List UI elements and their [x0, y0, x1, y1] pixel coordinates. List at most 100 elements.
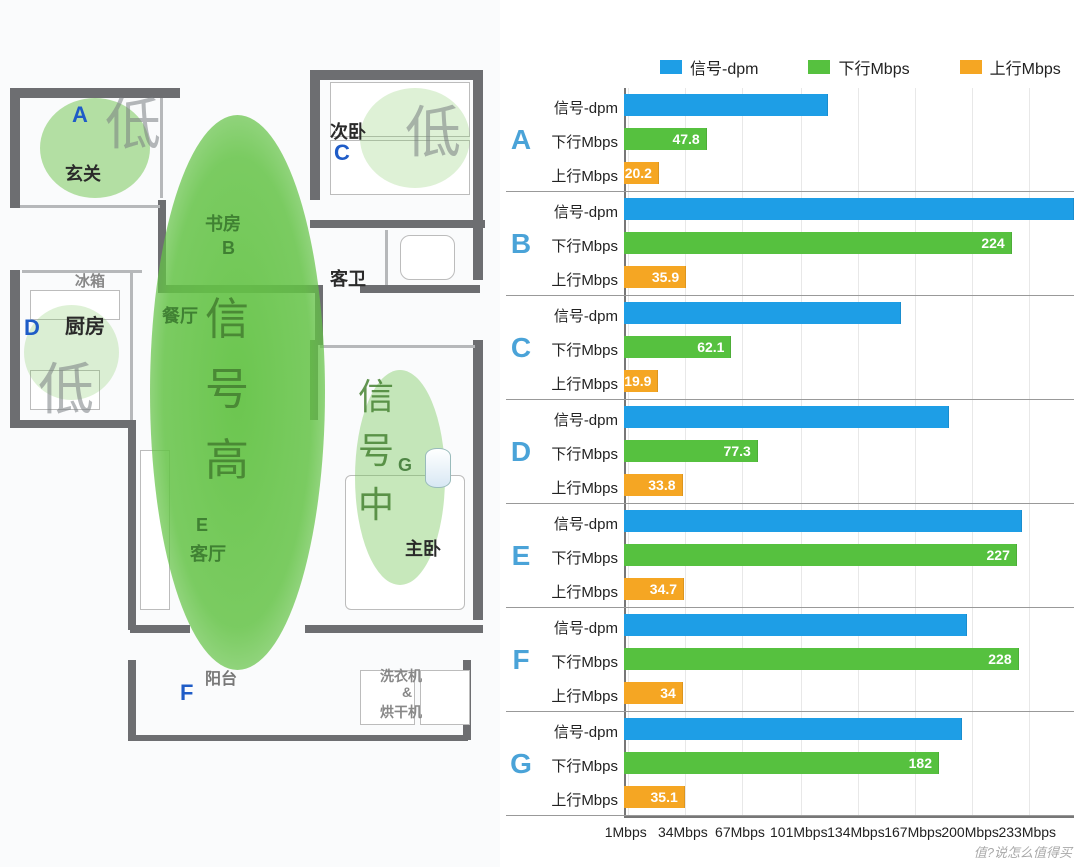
label-zhuwo: 主卧 [405, 535, 441, 561]
legend-label-up: 上行Mbps [990, 55, 1061, 79]
bar-up: 34 [624, 682, 683, 704]
chart-group: D信号-dpm下行Mbps77.3上行Mbps33.8 [506, 400, 1074, 504]
label-cw: 次卧 [330, 118, 366, 144]
row-label: 下行Mbps [536, 228, 624, 262]
row-label: 信号-dpm [536, 402, 624, 436]
legend-label-down: 下行Mbps [838, 55, 909, 79]
watermark: 值?说怎么值得买 [974, 842, 1072, 861]
floorplan-panel: 低 低 低 信 号 高 信 号 中 A B C D E F G 玄 [0, 0, 500, 867]
x-tick-label: 200Mbps [941, 824, 999, 840]
x-tick-label: 167Mbps [884, 824, 942, 840]
bar-signal [624, 718, 962, 740]
row-label: 信号-dpm [536, 90, 624, 124]
group-letter: F [506, 608, 536, 711]
point-e: E [196, 515, 208, 536]
chart-group: G信号-dpm下行Mbps182上行Mbps35.1 [506, 712, 1074, 816]
row-label: 信号-dpm [536, 610, 624, 644]
bar-up: 35.1 [624, 786, 685, 808]
overlay-low-c: 低 [405, 88, 461, 169]
legend-swatch-up [960, 60, 982, 74]
row-label: 下行Mbps [536, 124, 624, 158]
bar-chart: 1Mbps34Mbps67Mbps101Mbps134Mbps167Mbps20… [506, 88, 1074, 848]
x-tick-label: 67Mbps [715, 824, 765, 840]
label-xyj: 洗衣机 [380, 666, 422, 686]
group-letter: A [506, 88, 536, 191]
bar-down: 47.8 [624, 128, 707, 150]
row-label: 上行Mbps [536, 366, 624, 400]
group-letter: G [506, 712, 536, 815]
chart-group: E信号-dpm下行Mbps227上行Mbps34.7 [506, 504, 1074, 608]
x-tick-label: 134Mbps [827, 824, 885, 840]
row-label: 下行Mbps [536, 644, 624, 678]
bar-down: 224 [624, 232, 1012, 254]
row-label: 下行Mbps [536, 748, 624, 782]
x-tick-label: 1Mbps [605, 824, 647, 840]
row-label: 信号-dpm [536, 506, 624, 540]
overlay-sig-mid: 信 号 中 [358, 370, 394, 532]
row-label: 上行Mbps [536, 262, 624, 296]
label-keting: 客厅 [190, 540, 226, 566]
group-letter: B [506, 192, 536, 295]
bar-signal [624, 94, 828, 116]
chart-group: B信号-dpm下行Mbps224上行Mbps35.9 [506, 192, 1074, 296]
point-f: F [180, 680, 193, 706]
chart-group: F信号-dpm下行Mbps228上行Mbps34 [506, 608, 1074, 712]
bar-up: 20.2 [624, 162, 659, 184]
legend-down: 下行Mbps [808, 55, 909, 79]
legend-swatch-down [808, 60, 830, 74]
bar-up: 34.7 [624, 578, 684, 600]
chart-legend: 信号-dpm 下行Mbps 上行Mbps [660, 55, 1061, 79]
label-chufang: 厨房 [65, 310, 105, 339]
legend-label-signal: 信号-dpm [690, 55, 758, 79]
chart-group: A信号-dpm下行Mbps47.8上行Mbps20.2 [506, 88, 1074, 192]
row-label: 上行Mbps [536, 782, 624, 816]
row-label: 上行Mbps [536, 470, 624, 504]
row-label: 信号-dpm [536, 714, 624, 748]
bar-signal [624, 406, 949, 428]
group-letter: E [506, 504, 536, 607]
bar-down: 228 [624, 648, 1019, 670]
legend-swatch-signal [660, 60, 682, 74]
label-yangtai: 阳台 [205, 665, 237, 689]
label-hgj: 烘干机 [380, 702, 422, 722]
bar-signal [624, 614, 967, 636]
bar-up: 35.9 [624, 266, 686, 288]
point-a: A [72, 102, 88, 128]
bar-down: 62.1 [624, 336, 731, 358]
row-label: 信号-dpm [536, 298, 624, 332]
chart-group: C信号-dpm下行Mbps62.1上行Mbps19.9 [506, 296, 1074, 400]
bar-down: 77.3 [624, 440, 758, 462]
point-d: D [24, 315, 40, 341]
row-label: 上行Mbps [536, 678, 624, 712]
row-label: 上行Mbps [536, 158, 624, 192]
bar-down: 182 [624, 752, 939, 774]
overlay-low-d: 低 [38, 345, 94, 426]
row-label: 信号-dpm [536, 194, 624, 228]
group-letter: D [506, 400, 536, 503]
x-axis [624, 816, 1074, 818]
bar-signal [624, 302, 901, 324]
label-shufang: 书房 [205, 210, 241, 236]
label-amp: & [402, 684, 412, 700]
point-b: B [222, 238, 235, 259]
label-xuanguan: 玄关 [65, 160, 101, 186]
group-letter: C [506, 296, 536, 399]
bar-signal [624, 510, 1022, 532]
row-label: 下行Mbps [536, 540, 624, 574]
bar-down: 227 [624, 544, 1017, 566]
floorplan: 低 低 低 信 号 高 信 号 中 A B C D E F G 玄 [10, 70, 490, 830]
bar-up: 19.9 [624, 370, 658, 392]
row-label: 上行Mbps [536, 574, 624, 608]
router-icon [425, 448, 451, 488]
overlay-low-a: 低 [105, 80, 161, 161]
legend-signal: 信号-dpm [660, 55, 758, 79]
bar-up: 33.8 [624, 474, 683, 496]
row-label: 下行Mbps [536, 436, 624, 470]
x-tick-label: 233Mbps [998, 824, 1056, 840]
legend-up: 上行Mbps [960, 55, 1061, 79]
row-label: 下行Mbps [536, 332, 624, 366]
overlay-sig-high: 信 号 高 [205, 285, 249, 496]
bar-signal [624, 198, 1074, 220]
label-bx: 冰箱 [75, 270, 105, 291]
label-kewei: 客卫 [330, 265, 366, 291]
